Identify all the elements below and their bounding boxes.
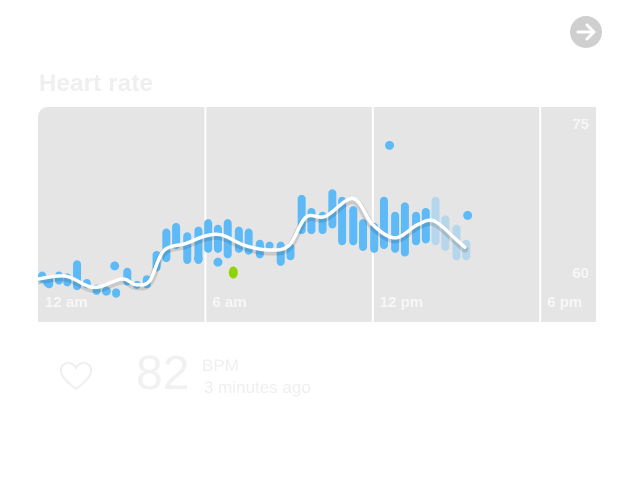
- range-bar-23: [265, 241, 274, 250]
- range-bar-33: [370, 222, 379, 253]
- y-tick-label-0: 75: [572, 116, 589, 133]
- reading-point-6: [101, 286, 111, 296]
- reading-point-5: [213, 257, 223, 267]
- x-tick-label-3: 6 pm: [547, 294, 583, 311]
- range-bar-faded-2: [452, 224, 461, 261]
- range-bar-31: [349, 206, 358, 246]
- reading-time: 3 minutes ago: [204, 378, 311, 397]
- bpm-value: 82: [136, 347, 190, 400]
- heart-outline-icon: [59, 361, 93, 391]
- reading-point-2: [463, 210, 473, 220]
- range-bar-faded-1: [441, 215, 450, 251]
- x-tick-label-0: 12 am: [45, 294, 88, 311]
- range-bar-38: [421, 207, 430, 244]
- reading-point-0: [110, 261, 120, 271]
- range-bar-32: [359, 219, 368, 251]
- x-tick-label-1: 6 am: [212, 294, 247, 311]
- reading-point-3: [43, 278, 53, 288]
- range-bar-14: [172, 222, 181, 250]
- range-bar-20: [234, 226, 243, 253]
- range-bar-8: [112, 288, 121, 298]
- y-tick-label-1: 60: [572, 265, 589, 282]
- range-bar-18: [213, 224, 222, 253]
- card-title: Heart rate: [39, 70, 154, 97]
- bpm-unit: BPM: [202, 356, 239, 375]
- heart-rate-chart[interactable]: 12 am 6 am 12 pm 6 pm 75 60: [38, 107, 596, 322]
- range-bar-29: [328, 189, 337, 229]
- range-bar-35: [391, 211, 400, 253]
- reading-point-1: [385, 140, 395, 150]
- next-arrow-button[interactable]: [570, 16, 602, 48]
- highlight-point: [228, 266, 238, 279]
- range-bar-36: [400, 202, 409, 257]
- reading-point-4: [193, 253, 203, 263]
- heart-rate-chart-plot: [38, 107, 542, 322]
- range-bar-30: [338, 196, 347, 246]
- range-bar-37: [412, 211, 421, 246]
- range-bar-15: [183, 232, 192, 265]
- trend-line: [38, 196, 467, 290]
- x-tick-label-2: 12 pm: [379, 294, 424, 311]
- range-bar-13: [162, 228, 171, 263]
- arrow-right-icon: [576, 23, 596, 41]
